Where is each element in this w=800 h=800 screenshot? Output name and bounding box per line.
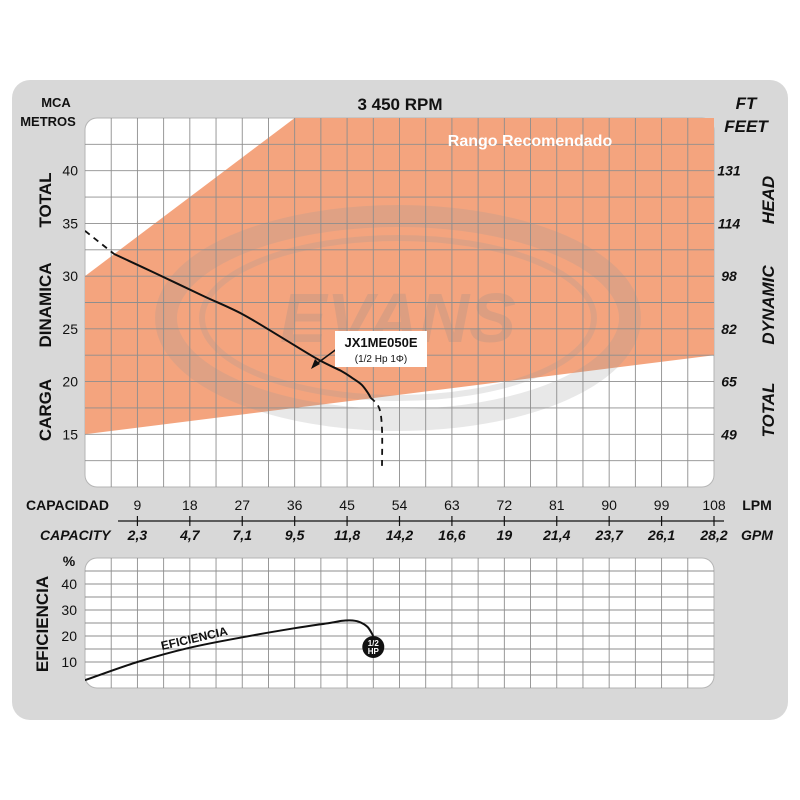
hp-marker-line2: HP xyxy=(368,647,380,656)
left-tick-label: 25 xyxy=(62,321,78,337)
lpm-tick-label: 18 xyxy=(182,497,198,513)
right-tick-label: 65 xyxy=(721,374,737,390)
right-tick-label: 131 xyxy=(717,163,741,179)
left-word-total: TOTAL xyxy=(36,172,55,227)
callout-arrowhead xyxy=(311,359,320,369)
gpm-tick-label: 26,1 xyxy=(647,527,675,543)
lpm-tick-label: 99 xyxy=(654,497,670,513)
lpm-tick-label: 45 xyxy=(339,497,355,513)
lpm-tick-label: 63 xyxy=(444,497,460,513)
lpm-tick-label: 72 xyxy=(497,497,513,513)
gpm-tick-label: 23,7 xyxy=(595,527,624,543)
gpm-tick-label: 21,4 xyxy=(542,527,570,543)
efficiency-tick-label: 40 xyxy=(61,576,77,592)
top-plot-layers: EVANS xyxy=(85,118,714,487)
x-unit-lpm: LPM xyxy=(742,497,772,513)
right-word-total: TOTAL xyxy=(759,382,778,437)
efficiency-curve-line xyxy=(85,619,375,682)
efficiency-tick-labels: 10 20 30 40 xyxy=(61,576,77,670)
curve-callout: JX1ME050E (1/2 Hp 1Φ) xyxy=(311,331,427,369)
right-unit-feet: FEET xyxy=(724,117,769,136)
gpm-tick-label: 4,7 xyxy=(179,527,201,543)
right-word-head: HEAD xyxy=(759,176,778,224)
right-word-dynamic: DYNAMIC xyxy=(759,265,778,345)
x-label-capacity: CAPACITY xyxy=(40,527,112,543)
callout-model: JX1ME050E xyxy=(345,335,418,350)
lpm-tick-label: 36 xyxy=(287,497,303,513)
gpm-tick-label: 11,8 xyxy=(334,527,360,543)
left-tick-label: 30 xyxy=(62,268,78,284)
callout-box xyxy=(335,331,427,367)
evans-watermark: EVANS xyxy=(155,205,641,431)
lpm-tick-label: 54 xyxy=(392,497,408,513)
left-word-carga: CARGA xyxy=(36,379,55,441)
gpm-tick-label: 28,2 xyxy=(699,527,727,543)
right-tick-label: 98 xyxy=(721,268,737,284)
left-word-dinamica: DINAMICA xyxy=(36,263,55,348)
chart-title: 3 450 RPM xyxy=(357,95,442,114)
right-tick-label: 82 xyxy=(721,321,737,337)
gpm-tick-label: 7,1 xyxy=(233,527,253,543)
lpm-tick-label: 108 xyxy=(702,497,726,513)
pump-curve-dashed-end xyxy=(369,396,384,466)
gpm-tick-label: 16,6 xyxy=(438,527,465,543)
hp-marker: 1/2 HP xyxy=(362,636,385,658)
efficiency-tick-label: 30 xyxy=(61,602,77,618)
lpm-tick-label: 90 xyxy=(601,497,617,513)
x-unit-gpm: GPM xyxy=(741,527,773,543)
gpm-tick-labels: 2,3 4,7 7,1 9,5 11,8 14,2 16,6 19 21,4 23,7 26,1 28… xyxy=(127,527,728,543)
recommended-range-label: Rangο Recomendado xyxy=(448,133,613,150)
hp-marker-circle xyxy=(362,636,385,658)
lpm-tick-label: 27 xyxy=(234,497,250,513)
right-tick-labels: 49 65 82 98 114 131 xyxy=(717,163,741,443)
left-unit-metros: METROS xyxy=(20,114,76,129)
right-tick-label: 114 xyxy=(718,215,741,231)
gpm-tick-label: 2,3 xyxy=(127,527,148,543)
lpm-tick-labels: 9 18 27 36 45 54 63 72 81 90 99 108 xyxy=(134,497,726,513)
efficiency-tick-label: 10 xyxy=(61,654,77,670)
gpm-tick-label: 19 xyxy=(497,527,513,543)
left-tick-label: 20 xyxy=(62,374,78,390)
x-tick-marks xyxy=(136,516,715,526)
gpm-tick-label: 14,2 xyxy=(386,527,413,543)
hp-marker-line1: 1/2 xyxy=(368,639,380,648)
gpm-tick-label: 9,5 xyxy=(285,527,305,543)
top-grid xyxy=(85,118,714,487)
left-tick-label: 40 xyxy=(62,163,78,179)
efficiency-plot-layers xyxy=(85,558,714,688)
left-tick-label: 15 xyxy=(62,426,78,442)
left-tick-labels: 15 20 25 30 35 40 xyxy=(62,163,78,443)
left-tick-label: 35 xyxy=(62,215,78,231)
efficiency-axis-label: EFICIENCIA xyxy=(33,576,52,672)
right-unit-ft: FT xyxy=(736,94,758,113)
right-tick-label: 49 xyxy=(720,426,737,442)
left-unit-mca: MCA xyxy=(41,95,71,110)
pump-curve-line xyxy=(113,253,372,398)
lpm-tick-label: 81 xyxy=(549,497,565,513)
callout-power: (1/2 Hp 1Φ) xyxy=(355,354,407,365)
efficiency-unit: % xyxy=(63,553,76,569)
efficiency-tick-label: 20 xyxy=(61,628,77,644)
lpm-tick-label: 9 xyxy=(134,497,142,513)
x-label-capacidad: CAPACIDAD xyxy=(26,497,109,513)
efficiency-grid xyxy=(85,558,714,688)
callout-pointer xyxy=(314,347,339,366)
